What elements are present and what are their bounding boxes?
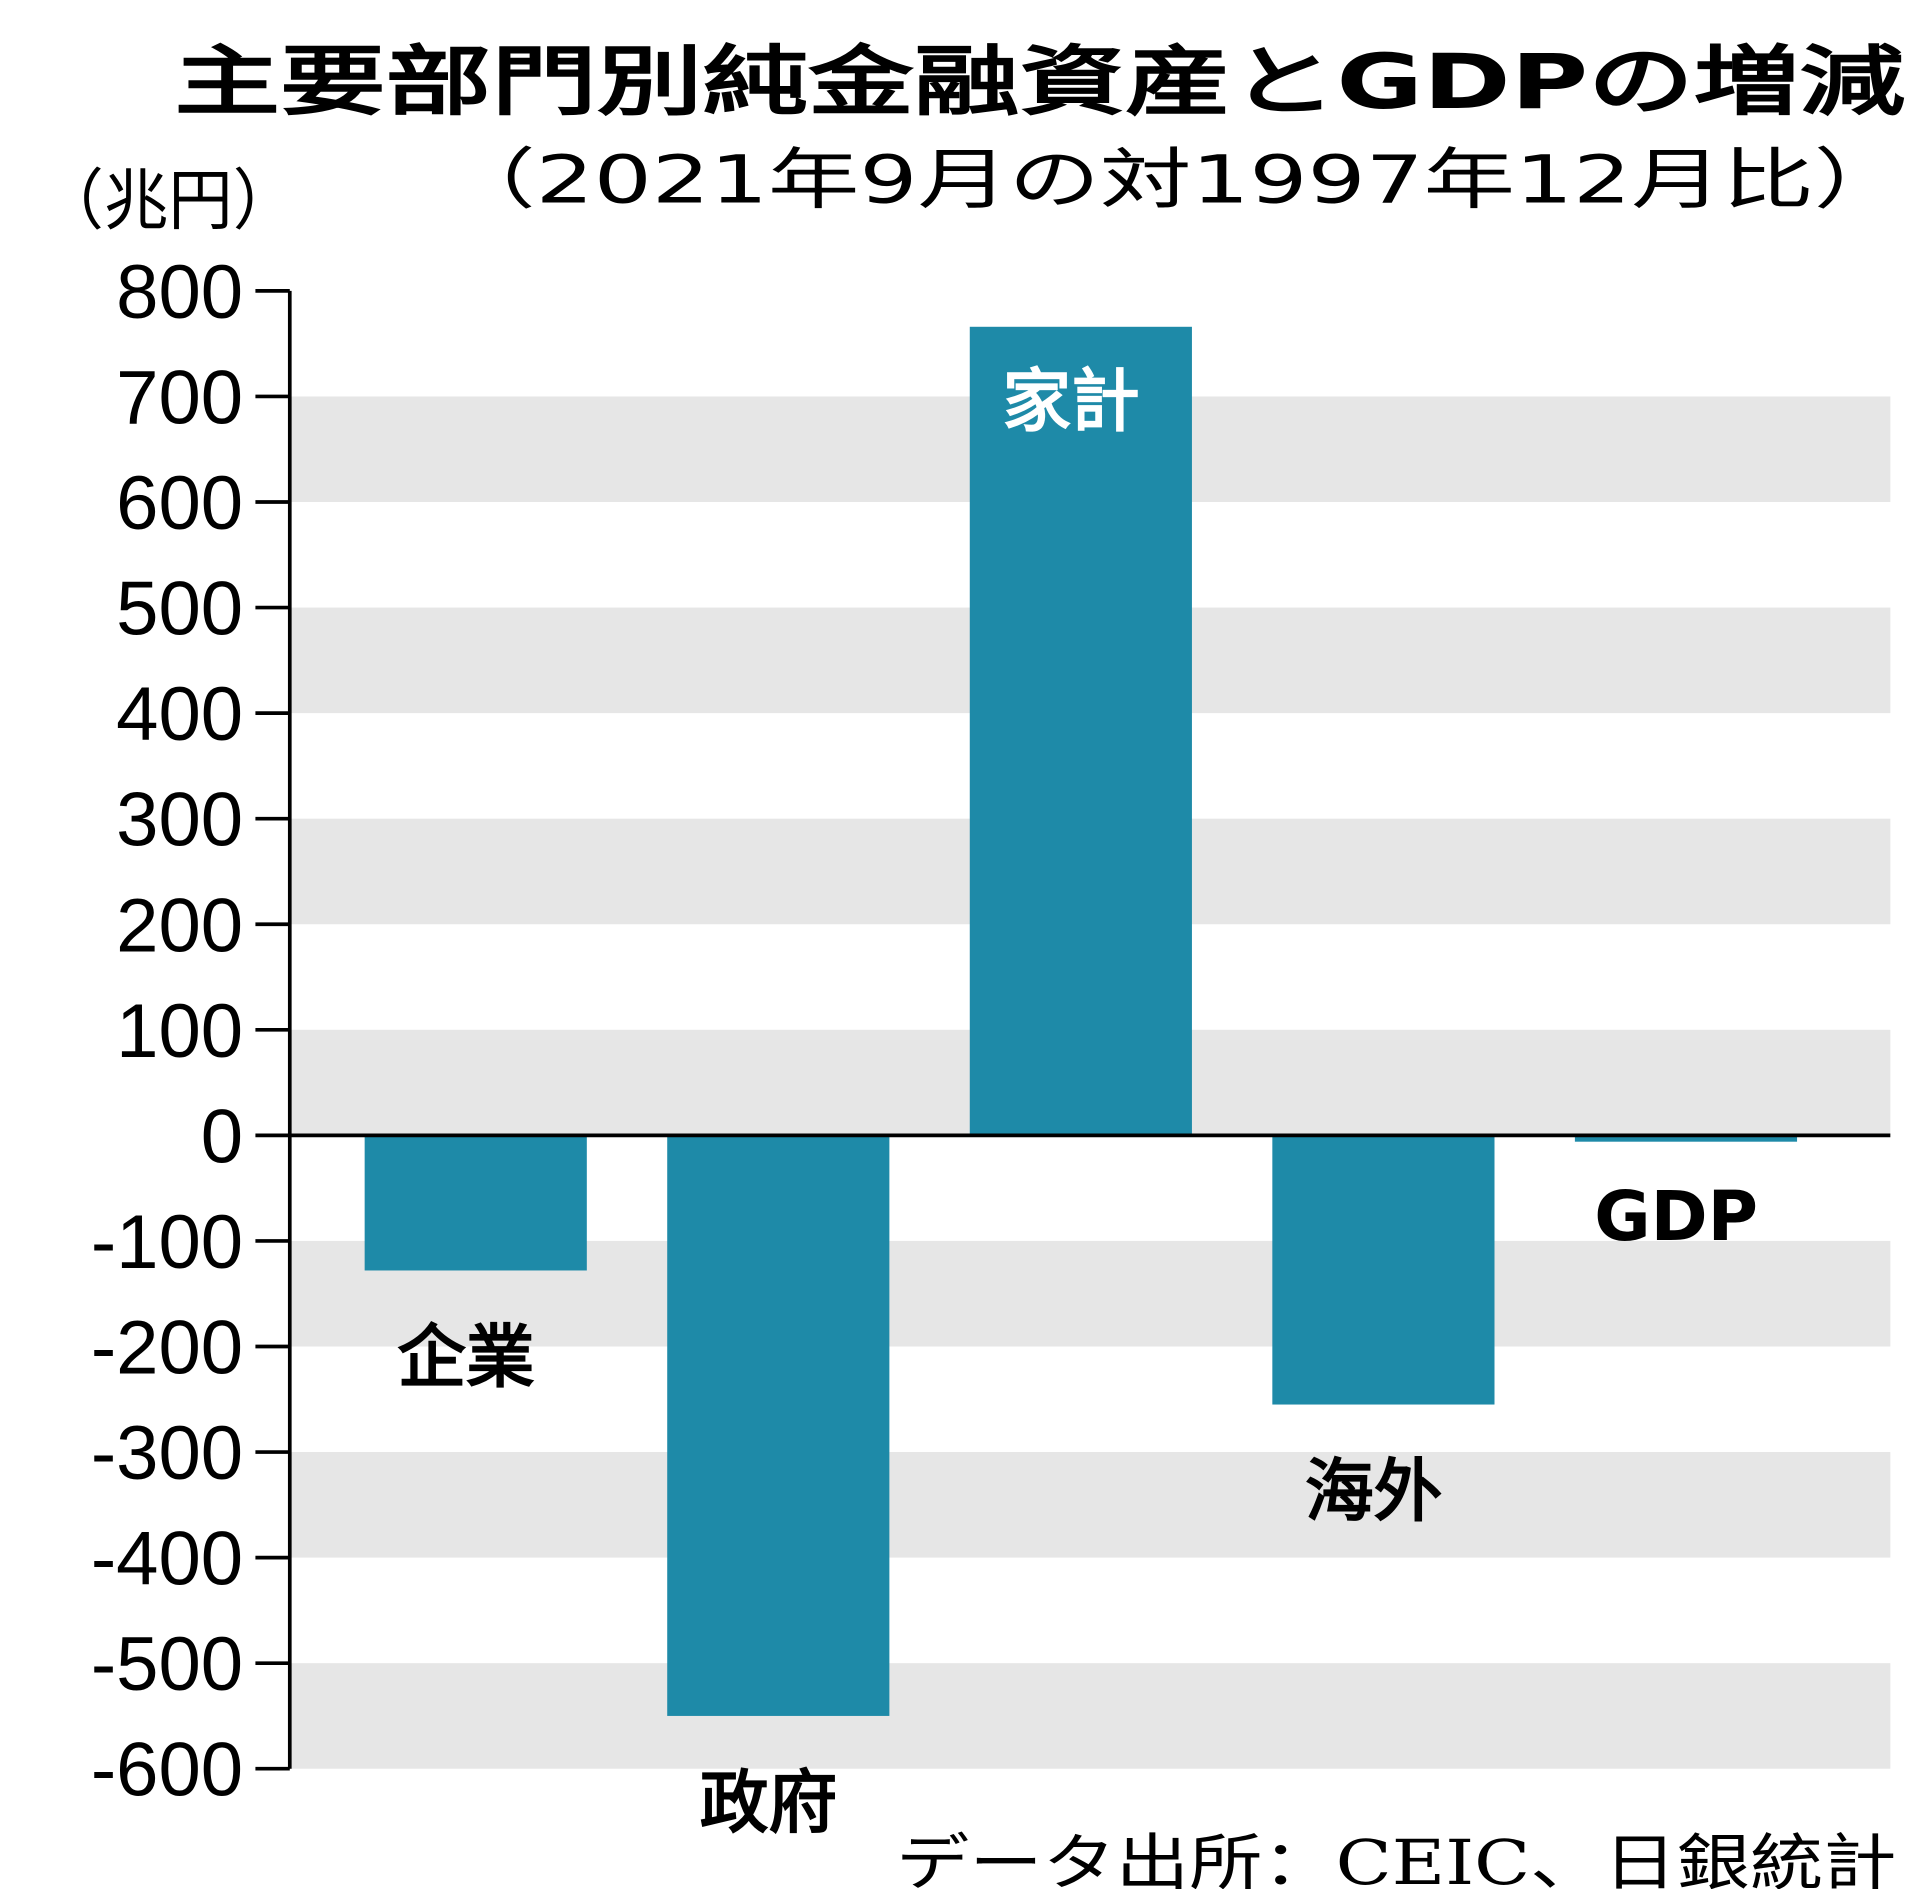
category-label: GDP bbox=[1594, 1177, 1758, 1257]
y-tick-label: 200 bbox=[116, 883, 243, 968]
category-label: 政府 bbox=[700, 1763, 837, 1843]
bar-4 bbox=[1574, 1135, 1798, 1142]
y-tick-label: -600 bbox=[91, 1728, 243, 1813]
category-label: 企業 bbox=[397, 1318, 535, 1398]
y-axis-unit: （兆円） bbox=[39, 161, 297, 239]
chart-title: 主要部門別純金融資産とGDPの増減 bbox=[174, 37, 1905, 126]
source-note: データ出所：CEIC、日銀統計 bbox=[896, 1828, 1896, 1889]
bar-2 bbox=[969, 326, 1192, 1136]
y-tick-label: 600 bbox=[116, 461, 243, 546]
grid-band bbox=[289, 1663, 1891, 1769]
y-tick-label: 0 bbox=[201, 1094, 243, 1179]
y-tick-label: -300 bbox=[91, 1411, 243, 1496]
bar-1 bbox=[667, 1135, 890, 1716]
category-label: 家計 bbox=[1002, 362, 1139, 442]
y-tick-label: -100 bbox=[91, 1200, 243, 1285]
y-tick-label: 700 bbox=[116, 355, 243, 440]
y-tick-label: 400 bbox=[116, 672, 243, 757]
chart-subtitle: （2021年9月の対1997年12月比） bbox=[444, 141, 1905, 219]
bar-3 bbox=[1272, 1135, 1495, 1405]
grid-band bbox=[289, 1452, 1891, 1558]
y-axis: 800 700 600 500 400 300 200 100 0 -100 -200 -300 -40… bbox=[91, 250, 1891, 1813]
y-tick-label: -200 bbox=[91, 1305, 243, 1390]
y-tick-label: 100 bbox=[116, 989, 243, 1074]
y-tick-label: -400 bbox=[91, 1517, 243, 1602]
bars bbox=[364, 326, 1798, 1716]
category-label: 海外 bbox=[1305, 1452, 1442, 1532]
y-tick-label: 300 bbox=[116, 778, 243, 863]
y-tick-label: 500 bbox=[116, 567, 243, 652]
y-tick-label: 800 bbox=[116, 250, 243, 335]
y-tick-label: -500 bbox=[91, 1622, 243, 1707]
bar-0 bbox=[364, 1135, 587, 1271]
